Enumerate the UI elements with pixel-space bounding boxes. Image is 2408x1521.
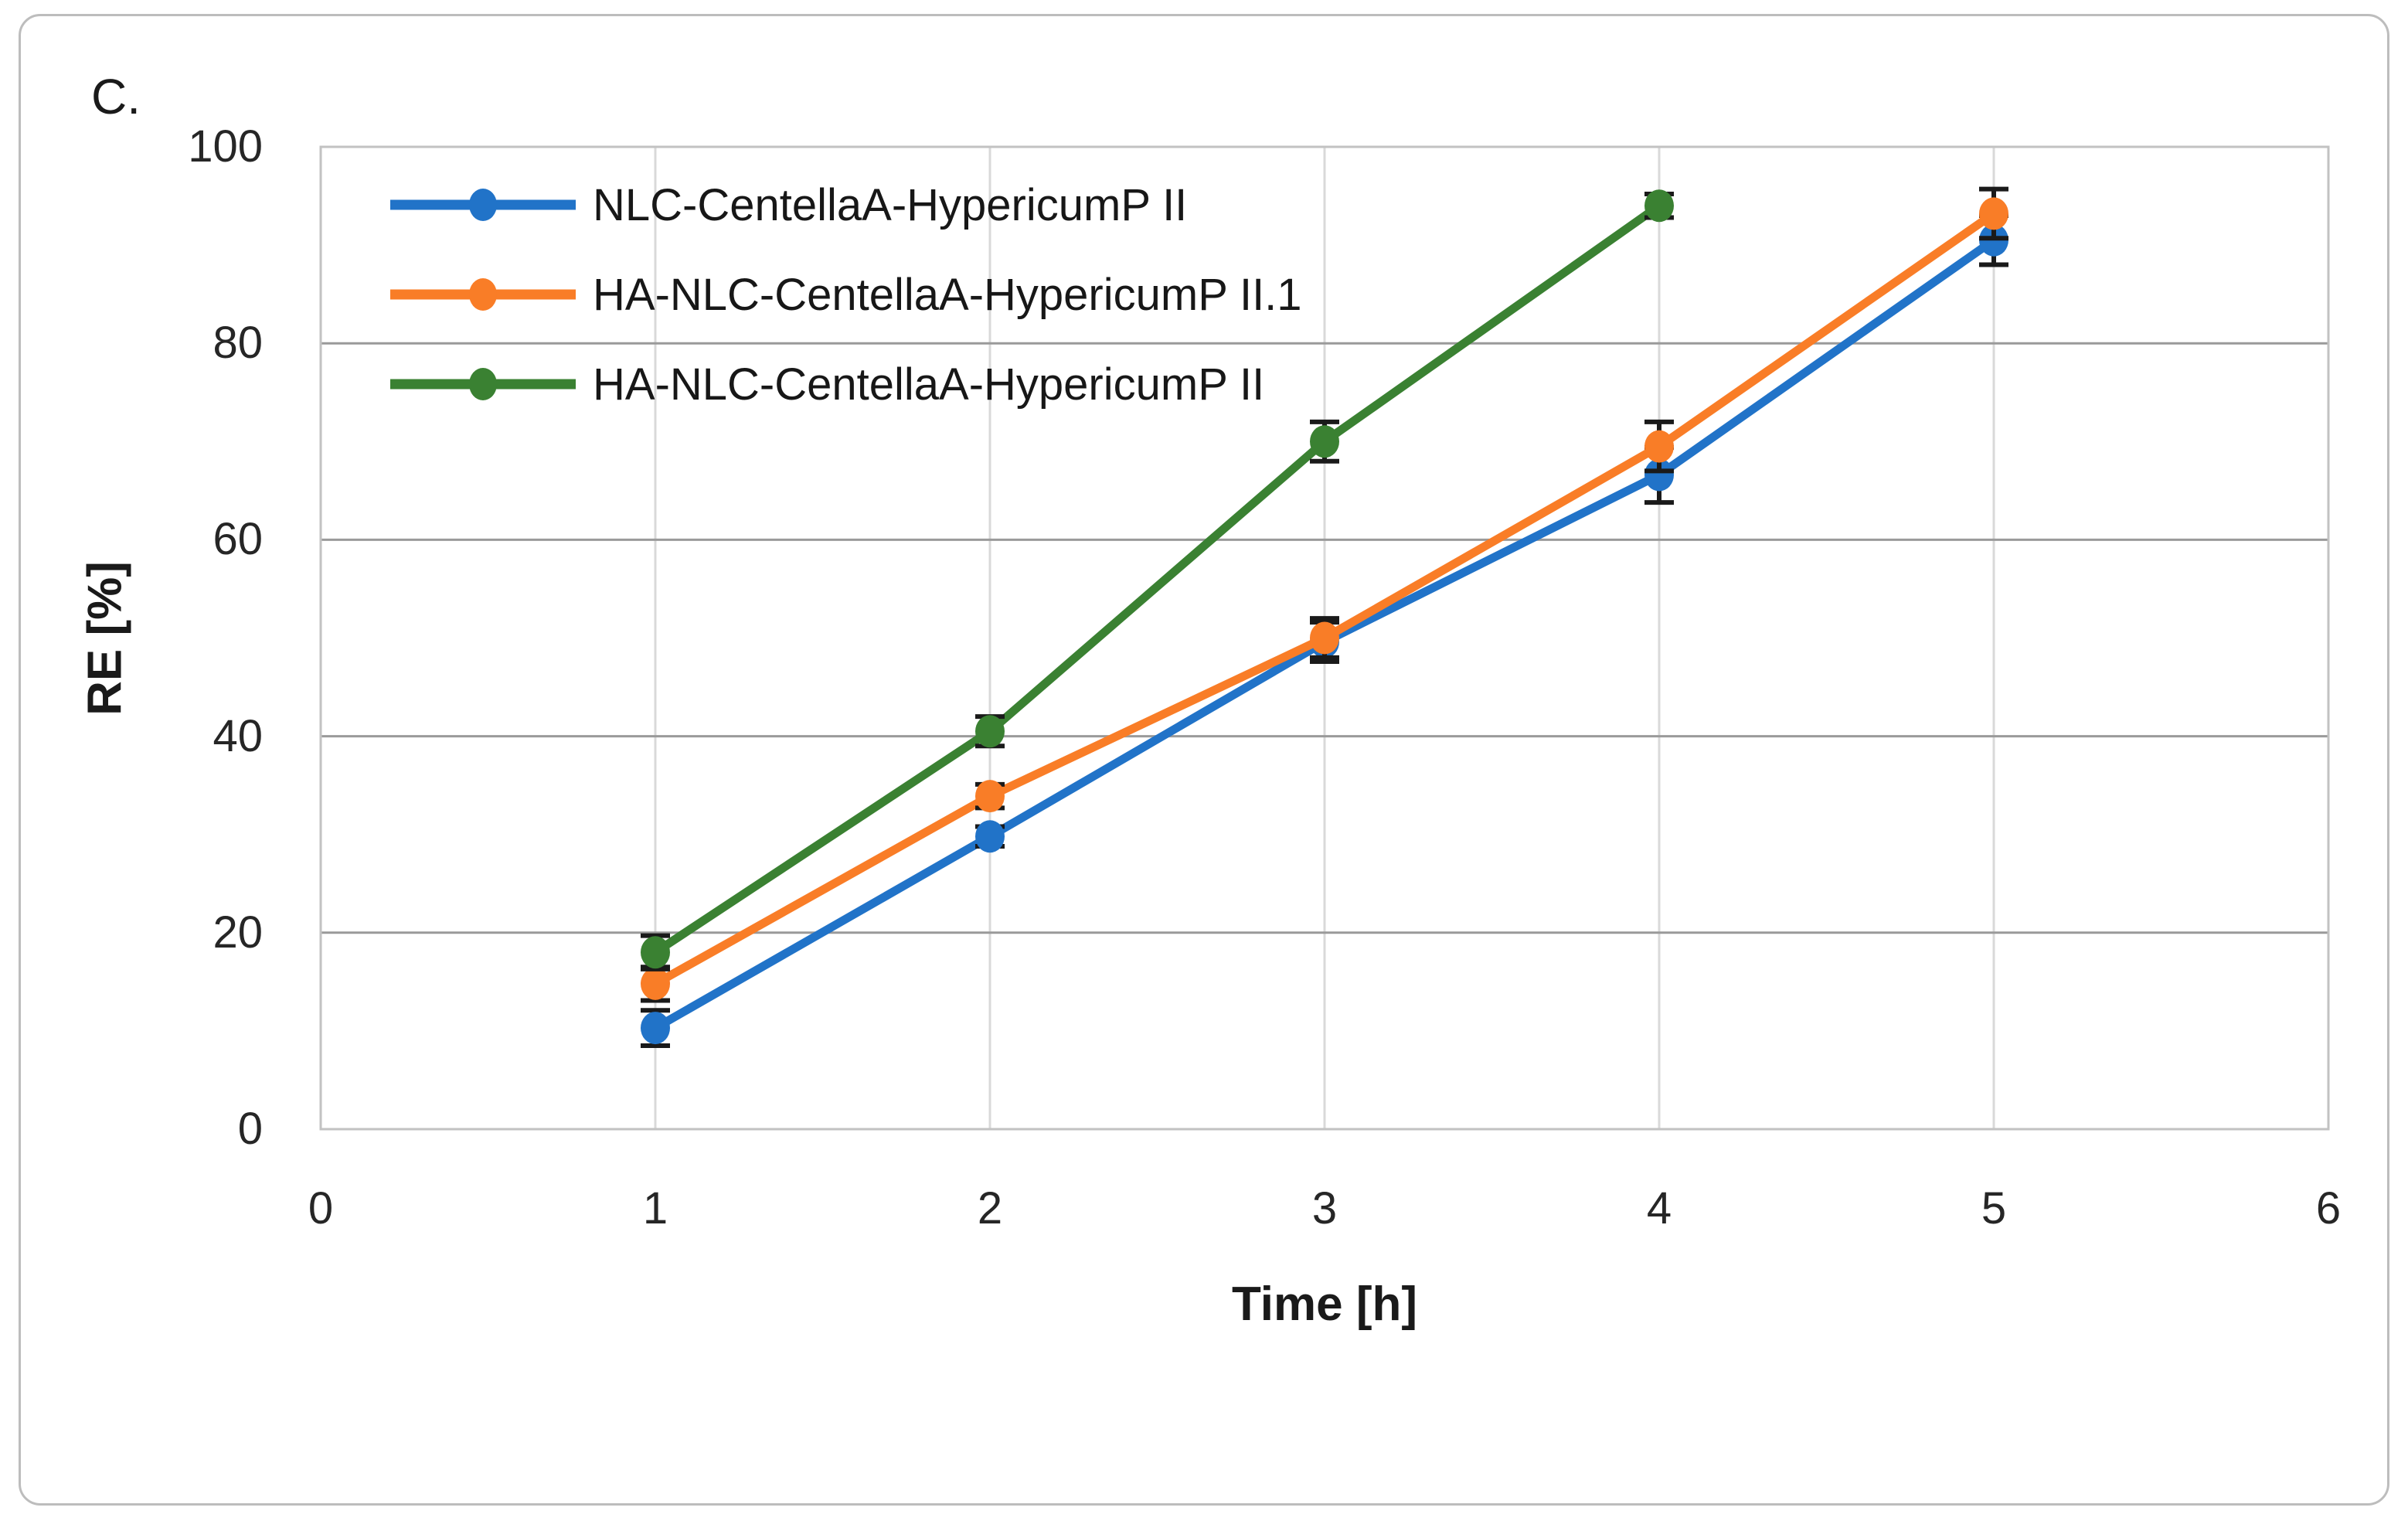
data-point-marker [641, 936, 670, 969]
data-point-marker [641, 1012, 670, 1045]
x-tick-label: 4 [1646, 1183, 1672, 1233]
data-point-marker [641, 967, 670, 1000]
data-point-marker [1644, 458, 1674, 492]
y-tick-label: 60 [213, 514, 263, 565]
series-line [651, 201, 1664, 957]
legend-item: HA-NLC-CentellaA-HypericumP II [390, 339, 1302, 429]
data-point-marker [1310, 425, 1339, 458]
data-point-marker [1644, 430, 1674, 463]
data-point-marker [975, 780, 1005, 813]
panel-label: C. [91, 69, 141, 124]
x-tick-label: 5 [1981, 1183, 2007, 1233]
x-axis-title: Time [h] [1232, 1278, 1417, 1331]
legend-marker-icon [390, 189, 576, 221]
y-tick-label: 0 [237, 1104, 263, 1154]
legend: NLC-CentellaA-HypericumP II HA-NLC-Centel… [390, 160, 1302, 429]
legend-item: NLC-CentellaA-HypericumP II [390, 160, 1302, 250]
data-point-marker [975, 715, 1005, 748]
y-axis-title: RE [%] [78, 561, 132, 716]
legend-marker-icon [390, 278, 576, 311]
x-tick-label: 3 [1311, 1183, 1338, 1233]
data-point-marker [1644, 189, 1674, 223]
legend-item: HA-NLC-CentellaA-HypericumP II.1 [390, 250, 1302, 339]
legend-label: NLC-CentellaA-HypericumP II [593, 179, 1188, 230]
plot-border [319, 145, 2330, 1131]
x-tick-label: 1 [642, 1183, 668, 1233]
x-tick-label: 0 [308, 1183, 334, 1233]
legend-marker-icon [390, 368, 576, 400]
y-tick-label: 40 [213, 710, 263, 761]
y-tick-label: 80 [213, 318, 263, 369]
legend-label: HA-NLC-CentellaA-HypericumP II.1 [593, 269, 1302, 320]
y-tick-label: 20 [213, 907, 263, 958]
data-point-marker [1310, 621, 1339, 655]
y-tick-label: 100 [188, 121, 263, 172]
data-point-marker [1979, 197, 2008, 230]
legend-label: HA-NLC-CentellaA-HypericumP II [593, 359, 1265, 410]
x-tick-label: 6 [2315, 1183, 2342, 1233]
series-ha-nlc-centellaa-hypericump-ii-1 [641, 186, 2008, 1003]
series-ha-nlc-centellaa-hypericump-ii [641, 189, 1674, 971]
data-point-marker [975, 820, 1005, 853]
x-tick-label: 2 [977, 1183, 1003, 1233]
